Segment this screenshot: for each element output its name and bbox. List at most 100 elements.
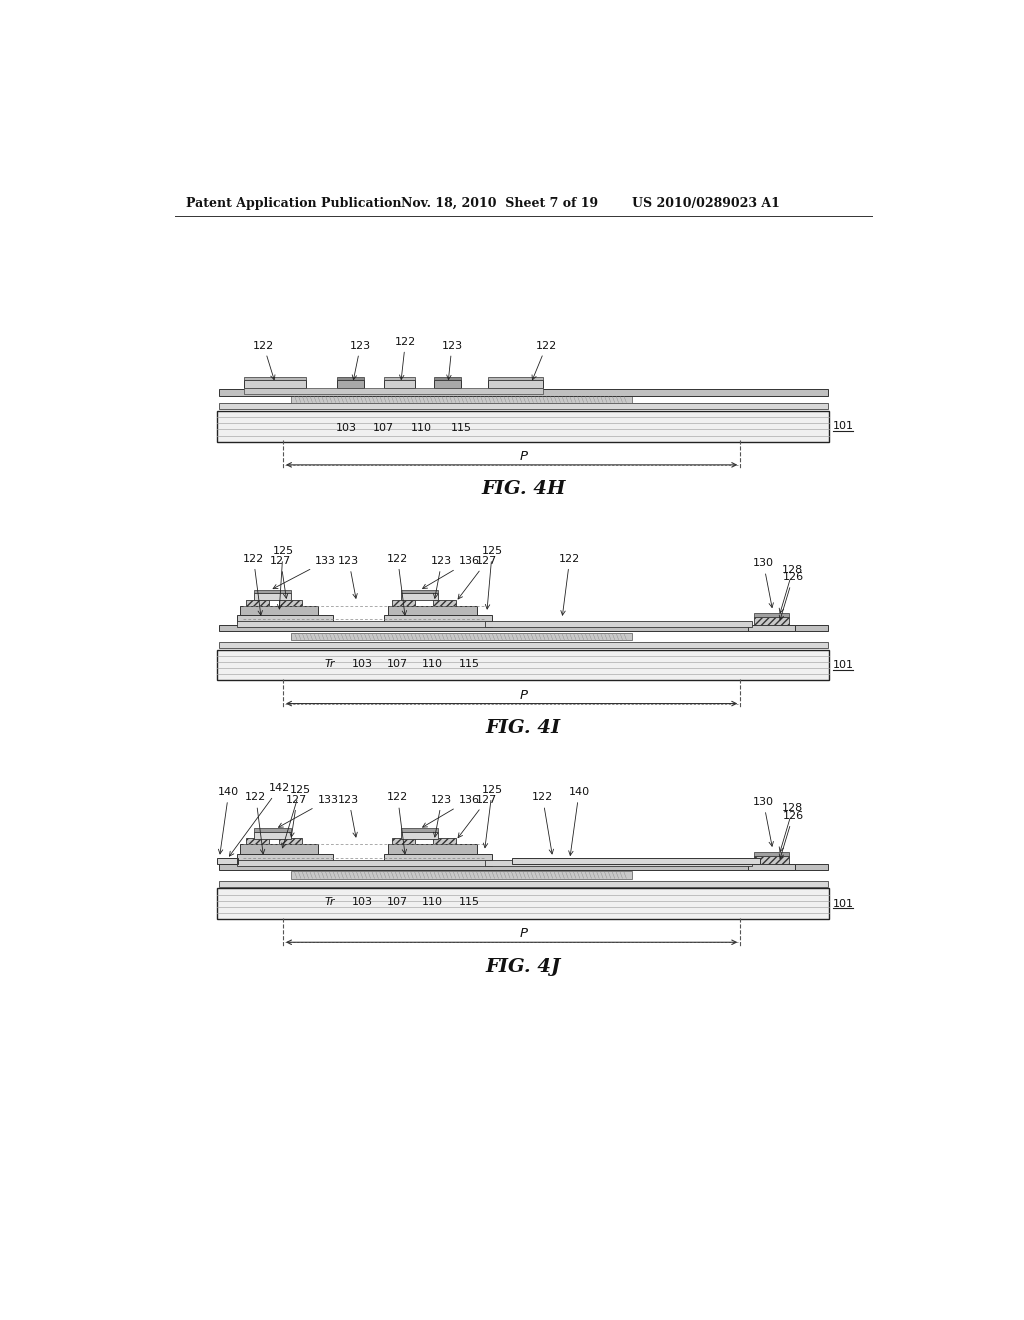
Bar	[254, 590, 291, 594]
Bar	[219, 626, 827, 631]
Text: 123: 123	[338, 556, 359, 598]
Bar	[245, 380, 306, 388]
Text: 140: 140	[568, 787, 590, 855]
Bar	[434, 378, 461, 380]
Bar	[219, 863, 827, 870]
Text: 123: 123	[350, 341, 371, 380]
Bar	[432, 599, 456, 606]
Bar	[241, 845, 317, 854]
Bar	[246, 599, 269, 606]
Text: 125: 125	[282, 785, 310, 847]
Bar	[219, 642, 827, 648]
Text: 103: 103	[351, 898, 373, 907]
Text: 127: 127	[270, 556, 291, 598]
Bar	[748, 626, 795, 631]
Text: 122: 122	[387, 792, 409, 854]
Bar	[755, 618, 790, 626]
Text: 130: 130	[753, 797, 774, 846]
Text: 128: 128	[779, 565, 804, 612]
Bar	[217, 649, 829, 681]
Text: 123: 123	[431, 795, 453, 837]
Bar	[237, 859, 493, 866]
Text: 142: 142	[229, 783, 290, 857]
Bar	[388, 845, 477, 854]
Bar	[434, 380, 461, 388]
Bar	[755, 614, 790, 618]
Text: 122: 122	[532, 341, 557, 380]
Text: FIG. 4H: FIG. 4H	[481, 480, 565, 499]
Text: 107: 107	[387, 659, 409, 668]
Bar	[400, 590, 438, 594]
Bar	[384, 615, 493, 623]
Bar	[245, 388, 543, 395]
Bar	[384, 378, 415, 380]
Bar	[237, 622, 493, 627]
Text: 133: 133	[273, 556, 336, 589]
Bar	[280, 599, 302, 606]
Text: US 2010/0289023 A1: US 2010/0289023 A1	[632, 197, 779, 210]
Text: 122: 122	[387, 554, 409, 615]
Text: 125: 125	[481, 546, 503, 609]
Bar	[484, 622, 752, 627]
Text: 125: 125	[481, 785, 503, 847]
Text: 127: 127	[458, 556, 498, 599]
Text: Nov. 18, 2010  Sheet 7 of 19: Nov. 18, 2010 Sheet 7 of 19	[400, 197, 598, 210]
Text: 101: 101	[834, 660, 854, 671]
Bar	[484, 859, 752, 866]
Text: 110: 110	[411, 422, 431, 433]
Text: 122: 122	[559, 554, 581, 615]
Bar	[217, 858, 237, 863]
Text: 126: 126	[779, 573, 804, 620]
Text: Tr: Tr	[325, 659, 335, 668]
Bar	[400, 594, 438, 601]
Text: 122: 122	[243, 554, 264, 615]
Text: 110: 110	[422, 898, 443, 907]
Text: 128: 128	[779, 804, 804, 851]
Bar	[384, 380, 415, 388]
Text: FIG. 4J: FIG. 4J	[485, 958, 561, 975]
Bar	[217, 411, 829, 442]
Bar	[280, 838, 302, 845]
Text: P: P	[519, 927, 527, 940]
Bar	[237, 854, 334, 862]
Bar	[432, 838, 456, 845]
Bar	[384, 854, 493, 862]
Bar	[388, 606, 477, 615]
Bar	[488, 378, 543, 380]
Text: 136: 136	[423, 556, 479, 589]
Text: 103: 103	[351, 659, 373, 668]
Text: 115: 115	[459, 659, 479, 668]
Bar	[219, 858, 238, 863]
Text: 115: 115	[459, 898, 479, 907]
Text: 123: 123	[431, 556, 453, 598]
Bar	[254, 832, 291, 840]
Bar	[337, 380, 365, 388]
Bar	[755, 857, 790, 863]
Text: 107: 107	[373, 422, 394, 433]
Text: 101: 101	[834, 899, 854, 908]
Bar	[254, 594, 291, 601]
Text: 126: 126	[779, 810, 804, 858]
Text: FIG. 4I: FIG. 4I	[485, 719, 561, 737]
Text: Patent Application Publication: Patent Application Publication	[186, 197, 401, 210]
Text: Tr: Tr	[325, 898, 335, 907]
Bar	[748, 863, 795, 870]
Text: P: P	[519, 450, 527, 463]
Bar	[488, 380, 543, 388]
Text: 101: 101	[834, 421, 854, 432]
Bar	[246, 838, 269, 845]
Bar	[219, 880, 827, 887]
Text: 125: 125	[272, 546, 294, 609]
Bar	[219, 389, 827, 396]
Bar	[237, 615, 334, 623]
Text: 122: 122	[532, 792, 554, 854]
Bar	[254, 829, 291, 832]
Text: 123: 123	[441, 341, 463, 380]
Text: 122: 122	[395, 337, 416, 380]
Bar	[241, 606, 317, 615]
Bar	[400, 829, 438, 832]
Text: 107: 107	[387, 898, 409, 907]
Text: 136: 136	[423, 795, 479, 828]
Text: 122: 122	[246, 792, 266, 854]
Bar	[291, 396, 632, 404]
